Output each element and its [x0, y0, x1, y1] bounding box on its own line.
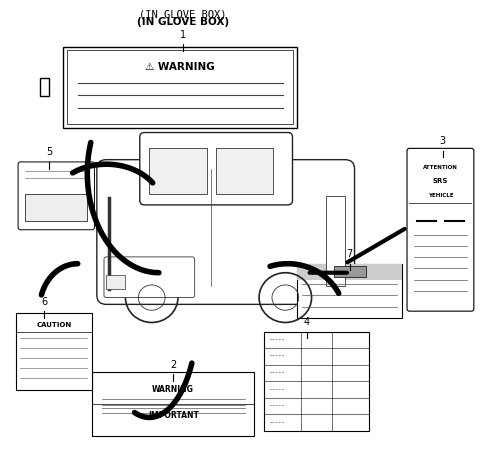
- Text: WARNING: WARNING: [152, 385, 194, 394]
- Text: ─ ─ ─ ─ ─: ─ ─ ─ ─ ─: [269, 371, 284, 375]
- Text: ATTENTION: ATTENTION: [423, 165, 458, 170]
- Text: 4: 4: [304, 317, 310, 327]
- Text: 6: 6: [41, 297, 48, 307]
- Text: 3: 3: [440, 136, 446, 146]
- Bar: [216, 148, 274, 193]
- Text: SRS: SRS: [433, 178, 448, 184]
- Text: ─ ─ ─ ─ ─: ─ ─ ─ ─ ─: [269, 421, 284, 425]
- Text: (IN GLOVE BOX): (IN GLOVE BOX): [139, 10, 227, 20]
- Text: ─ ─ ─ ─ ─: ─ ─ ─ ─ ─: [269, 388, 284, 392]
- FancyBboxPatch shape: [407, 148, 474, 311]
- Text: (IN GLOVE BOX): (IN GLOVE BOX): [137, 17, 229, 27]
- Text: CAUTION: CAUTION: [36, 322, 72, 328]
- FancyBboxPatch shape: [18, 162, 95, 230]
- Bar: [67, 50, 293, 124]
- Text: ─ ─ ─ ─ ─: ─ ─ ─ ─ ─: [269, 354, 284, 359]
- Bar: [25, 193, 87, 221]
- Bar: [63, 46, 297, 128]
- Text: 1: 1: [180, 30, 186, 40]
- Bar: [334, 266, 365, 277]
- Bar: [107, 275, 125, 288]
- Bar: [264, 332, 369, 431]
- Bar: [16, 313, 92, 390]
- Bar: [297, 264, 402, 279]
- Text: ─ ─ ─ ─ ─: ─ ─ ─ ─ ─: [269, 338, 284, 342]
- FancyBboxPatch shape: [97, 160, 355, 304]
- Bar: [297, 264, 402, 318]
- Text: ─ ─ ─ ─ ─: ─ ─ ─ ─ ─: [269, 404, 284, 408]
- Text: YEHICLE: YEHICLE: [428, 193, 453, 198]
- Text: 7: 7: [347, 249, 353, 259]
- Text: 2: 2: [170, 360, 176, 370]
- FancyBboxPatch shape: [140, 132, 292, 205]
- Text: ⚠ WARNING: ⚠ WARNING: [145, 62, 215, 72]
- Text: 5: 5: [46, 147, 52, 157]
- Bar: [149, 148, 206, 193]
- Bar: [92, 372, 254, 435]
- Bar: [326, 196, 345, 286]
- Text: IMPORTANT: IMPORTANT: [148, 411, 199, 420]
- FancyBboxPatch shape: [104, 257, 195, 298]
